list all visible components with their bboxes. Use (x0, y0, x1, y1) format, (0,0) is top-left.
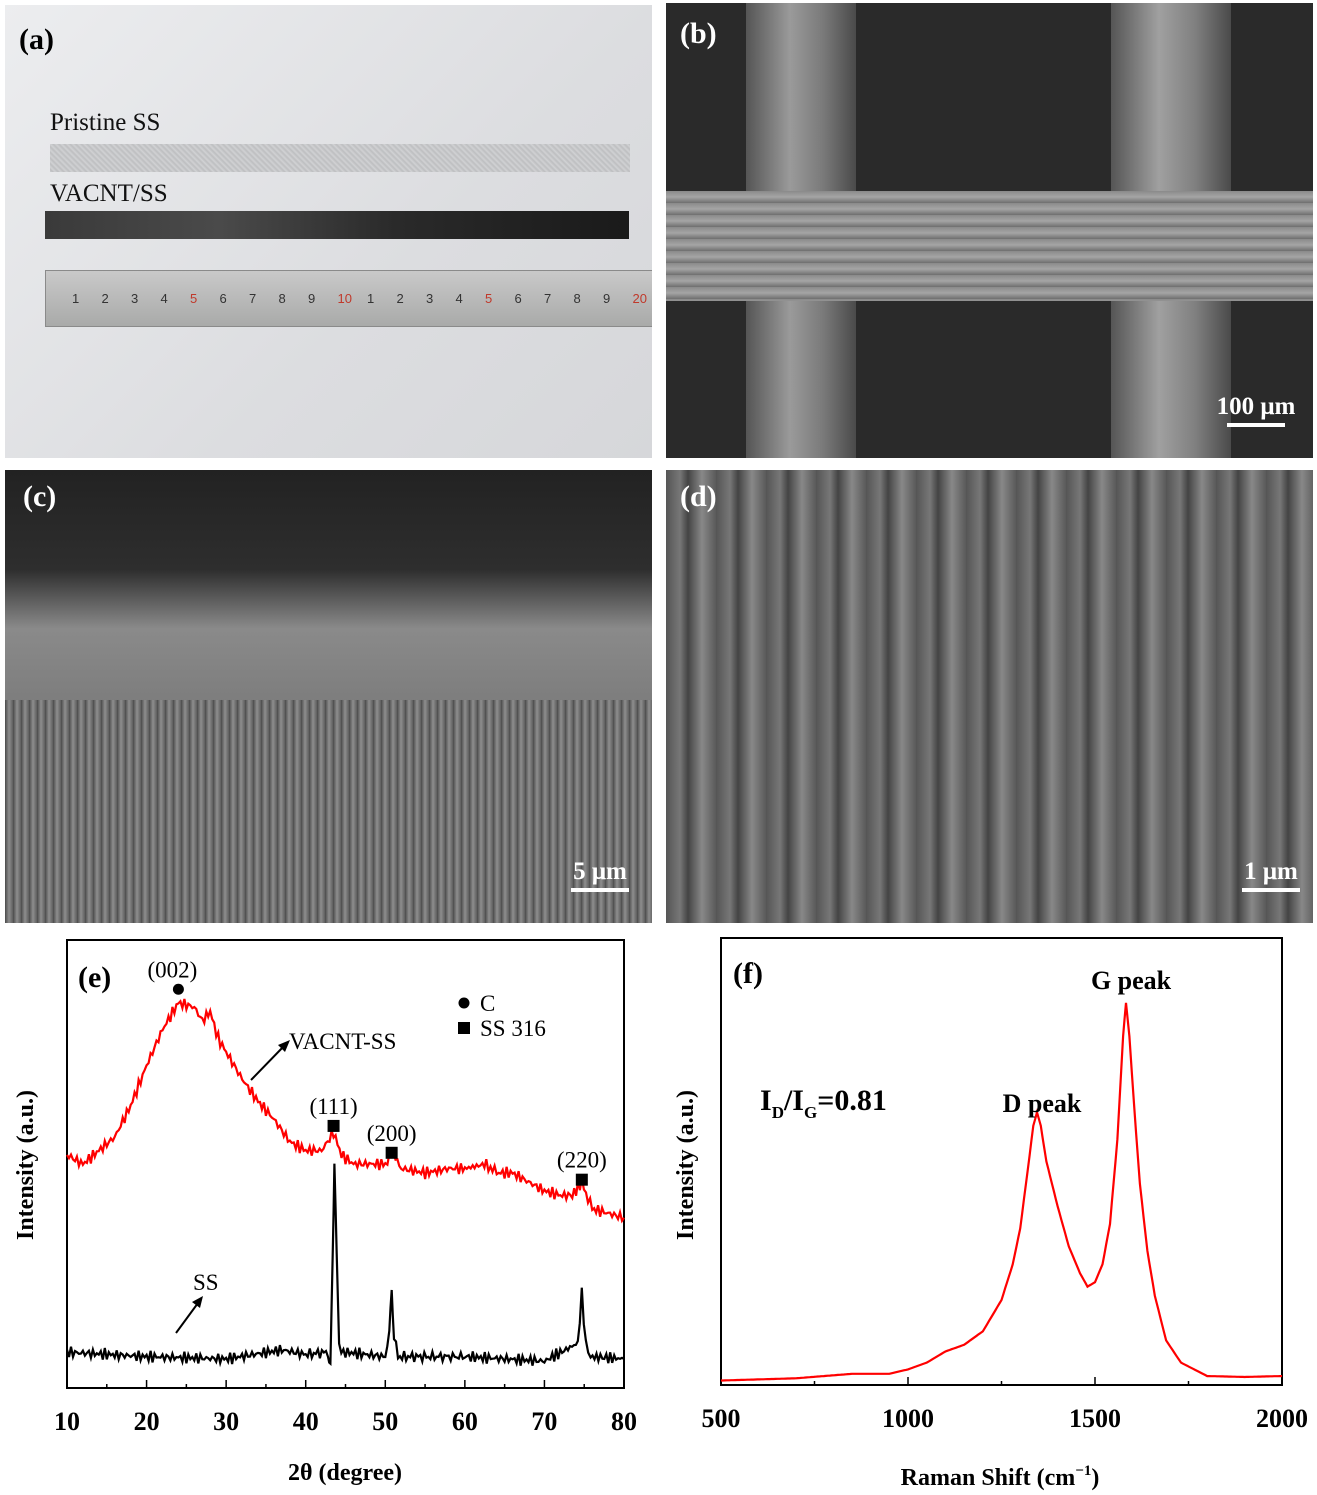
ss316-marker (385, 1146, 398, 1159)
ruler-number: 2 (396, 291, 404, 306)
panel-label: (d) (680, 480, 717, 513)
x-tick-label: 20 (134, 1407, 160, 1436)
scale-bar: 1 μm (1236, 858, 1306, 892)
ruler-number: 6 (514, 291, 522, 306)
peak-label: (002) (147, 957, 197, 982)
id-ig-ratio: ID/IG=0.81 (760, 1084, 887, 1122)
ruler-number: 8 (278, 291, 286, 306)
ruler-number: 7 (249, 291, 257, 306)
ruler-number: 5 (190, 291, 198, 306)
scale-label: 5 μm (573, 858, 627, 885)
y-axis-label: Intensity (a.u.) (13, 1090, 39, 1240)
raman-chart: 500 1000 1500 2000 (f) Raman Shift (cm−1) Inte… (673, 937, 1308, 1491)
ruler-number: 4 (455, 291, 463, 306)
series-label: VACNT-SS (289, 1029, 396, 1054)
scale-bar: 100 μm (1206, 393, 1306, 427)
x-tick-label: 40 (293, 1407, 319, 1436)
vacnt-ss-strip (45, 211, 629, 239)
vacnt-arrow (250, 1044, 286, 1081)
ss-arrow (175, 1302, 199, 1334)
panel-d-sem-cnt: (d) 1 μm (666, 470, 1313, 923)
x-tick-label: 60 (452, 1407, 478, 1436)
x-axis-label: Raman Shift (cm−1) (901, 1463, 1100, 1491)
plot-frame (720, 937, 1283, 1386)
d-peak-label: D peak (1003, 1089, 1082, 1118)
panel-label: (a) (19, 23, 54, 56)
peak-label: (220) (557, 1148, 607, 1173)
panel-b-sem-mesh: (b) 100 μm (666, 3, 1313, 458)
ss316-marker (575, 1173, 588, 1186)
pristine-ss-label: Pristine SS (50, 109, 161, 136)
panel-label: (c) (23, 480, 57, 513)
vacnt-ss-label: VACNT/SS (50, 180, 168, 207)
ruler-number: 3 (131, 291, 139, 306)
x-tick-label: 1000 (882, 1404, 934, 1433)
ruler-number: 9 (603, 291, 611, 306)
legend-label: C (480, 991, 495, 1016)
x-tick-label: 10 (54, 1407, 80, 1436)
ruler-number: 2 (101, 291, 109, 306)
x-tick-label: 2000 (1256, 1404, 1308, 1433)
series-line-spectrum (721, 1002, 1283, 1382)
ruler-number: 6 (219, 291, 227, 306)
panel-label: (f) (733, 957, 763, 990)
x-tick-label: 80 (611, 1407, 637, 1436)
series-line-ss (65, 1163, 625, 1368)
x-tick-label: 70 (531, 1407, 557, 1436)
peak-label: (200) (367, 1121, 417, 1146)
series-label: SS (193, 1270, 219, 1295)
ruler-number: 3 (426, 291, 434, 306)
ruler-number: 4 (160, 291, 168, 306)
pristine-ss-strip (50, 144, 630, 172)
arrow-head (278, 1040, 290, 1052)
ruler-number: 8 (573, 291, 581, 306)
x-axis-label: 2θ (degree) (288, 1460, 402, 1486)
arrow-head (192, 1296, 203, 1308)
x-tick-label: 500 (702, 1404, 741, 1433)
ruler: 1 2 3 4 5 6 7 8 9 10 1 2 3 4 5 6 7 8 9 20 (45, 270, 652, 327)
x-tick-label: 30 (213, 1407, 239, 1436)
carbon-marker (172, 983, 184, 995)
ruler-number: 20 (632, 291, 647, 306)
peak-label: (111) (310, 1094, 358, 1119)
xrd-chart: 10 20 30 40 50 60 70 80 (e) 2θ (degree) Intensity … (13, 939, 637, 1486)
series-line-vacnt-ss (66, 998, 625, 1224)
cnt-forest (5, 700, 652, 923)
legend-label: SS 316 (480, 1016, 546, 1041)
ruler-number: 5 (485, 291, 493, 306)
wire-horizontal (666, 191, 1313, 301)
legend-square-icon (458, 1022, 470, 1034)
ruler-number: 1 (72, 291, 80, 306)
legend-circle-icon (458, 997, 470, 1009)
scale-label: 1 μm (1244, 858, 1298, 885)
panel-label: (b) (680, 17, 717, 50)
scale-label: 100 μm (1216, 393, 1296, 420)
g-peak-label: G peak (1091, 966, 1172, 995)
ruler-number: 10 (337, 291, 352, 306)
y-axis-label: Intensity (a.u.) (673, 1090, 699, 1240)
panel-label: (e) (78, 961, 111, 994)
panel-c-sem-side: (c) 5 μm (5, 470, 652, 923)
x-tick-label: 1500 (1069, 1404, 1121, 1433)
ruler-number: 9 (308, 291, 316, 306)
ruler-number: 7 (544, 291, 552, 306)
scale-bar: 5 μm (565, 858, 635, 892)
ruler-number: 1 (367, 291, 375, 306)
panel-a-photo: (a) Pristine SS VACNT/SS 1 2 3 4 5 6 7 8 9 10 1 2 3 4… (5, 5, 652, 458)
ss316-marker (327, 1119, 340, 1132)
x-tick-label: 50 (372, 1407, 398, 1436)
